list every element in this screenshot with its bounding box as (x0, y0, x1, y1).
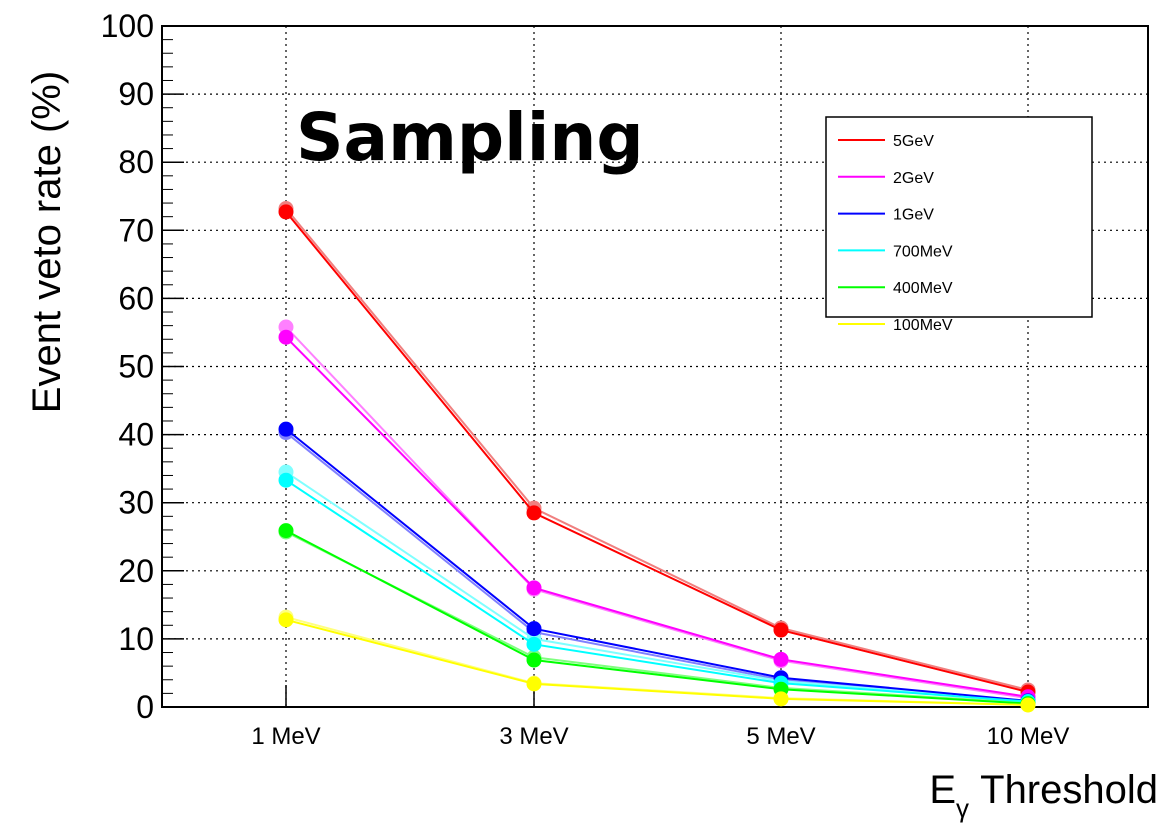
data-point (773, 622, 789, 638)
y-tick-label: 0 (136, 689, 154, 725)
data-point (526, 636, 542, 652)
y-tick-label: 70 (118, 212, 154, 248)
series-line-companion (285, 471, 1029, 702)
data-point (278, 421, 294, 437)
legend-label: 700MeV (893, 243, 953, 260)
data-point (278, 523, 294, 539)
series-line-companion (285, 326, 1029, 700)
legend-label: 2GeV (893, 170, 934, 187)
data-point (526, 621, 542, 637)
data-point (526, 505, 542, 521)
x-tick-label: 10 MeV (987, 723, 1070, 750)
data-point (773, 651, 789, 667)
y-tick-label: 80 (118, 144, 154, 180)
y-tick-label: 90 (118, 76, 154, 112)
y-axis-title: Event veto rate (%) (25, 71, 69, 413)
series-line (285, 336, 1029, 698)
x-tick-label: 1 MeV (251, 723, 320, 750)
data-point (1020, 697, 1036, 713)
x-axis-title: Eγ Threshold (929, 768, 1158, 823)
x-tick-label: 5 MeV (746, 723, 815, 750)
data-point (278, 472, 294, 488)
x-tick-label: 3 MeV (499, 723, 568, 750)
data-point (526, 676, 542, 692)
y-tick-label: 50 (118, 349, 154, 385)
legend-label: 5GeV (893, 133, 934, 150)
y-tick-label: 30 (118, 485, 154, 521)
x-axis-title-subscript: γ (956, 793, 969, 823)
data-point (278, 204, 294, 220)
series-layer (278, 201, 1036, 713)
legend-label: 400MeV (893, 280, 953, 297)
y-tick-label: 40 (118, 417, 154, 453)
series-line (285, 529, 1029, 705)
y-tick-label: 60 (118, 280, 154, 316)
series-line (285, 428, 1029, 702)
legend: 5GeV 2GeV 1GeV 700MeV 400MeV 100MeV (825, 116, 1093, 334)
legend-label: 100MeV (893, 317, 953, 334)
series-line-companion (285, 207, 1029, 691)
x-axis-title-main: E (929, 768, 956, 812)
legend-box (825, 116, 1093, 318)
data-point (526, 580, 542, 596)
axis-layer: 0 10 20 30 40 50 60 70 80 90 100 1 MeV 3 MeV 5 MeV 10 … (101, 8, 1070, 750)
y-tick-label: 10 (118, 621, 154, 657)
data-point (278, 612, 294, 628)
series-line (285, 211, 1029, 693)
x-axis-title-rest: Threshold (969, 768, 1158, 812)
legend-label: 1GeV (893, 207, 934, 224)
series-line (285, 479, 1029, 703)
chart-title: Sampling (296, 99, 644, 176)
data-point (278, 329, 294, 345)
data-point (526, 652, 542, 668)
series-line-companion (285, 531, 1029, 704)
y-tick-label: 20 (118, 553, 154, 589)
y-tick-label: 100 (101, 8, 154, 44)
series-line (285, 618, 1029, 706)
legend-entries: 5GeV 2GeV 1GeV 700MeV 400MeV 100MeV (838, 133, 953, 334)
data-point (773, 691, 789, 707)
